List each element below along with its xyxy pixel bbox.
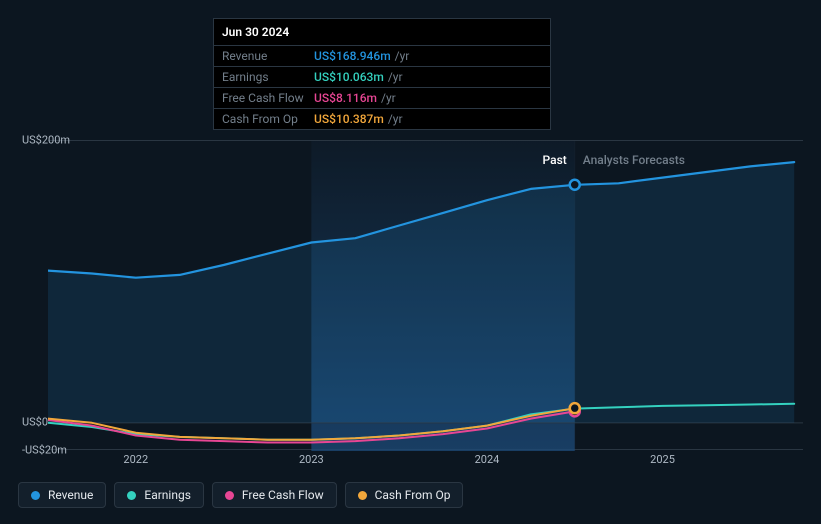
tooltip-label: Cash From Op [222,112,314,126]
legend-item-revenue[interactable]: Revenue [18,482,106,508]
x-tick-label: 2023 [299,453,324,466]
legend-item-earnings[interactable]: Earnings [114,482,204,508]
legend-dot-icon [31,491,40,500]
y-tick-label: US$0 [22,415,48,428]
tooltip-value: US$8.116m [314,91,377,105]
tooltip-value: US$10.387m [314,112,384,126]
x-axis: 2022 2023 2024 2025 [48,453,803,469]
tooltip-per: /yr [388,70,403,84]
legend: Revenue Earnings Free Cash Flow Cash Fro… [18,482,463,508]
tooltip-label: Revenue [222,49,314,63]
past-label: Past [543,153,567,167]
legend-label: Cash From Op [375,488,451,502]
legend-item-cfo[interactable]: Cash From Op [345,482,464,508]
tooltip-row-fcf: Free Cash Flow US$8.116m /yr [214,87,550,108]
legend-dot-icon [225,491,234,500]
plot-inner: Past Analysts Forecasts [48,140,803,450]
tooltip-date: Jun 30 2024 [214,19,550,45]
tooltip-row-cfo: Cash From Op US$10.387m /yr [214,108,550,129]
x-tick-label: 2025 [650,453,675,466]
legend-dot-icon [127,491,136,500]
tooltip-value: US$168.946m [314,49,391,63]
tooltip-per: /yr [395,49,410,63]
x-tick-label: 2022 [123,453,148,466]
y-tick-label: US$200m [22,134,70,147]
earnings-revenue-chart: Jun 30 2024 Revenue US$168.946m /yr Earn… [0,0,821,524]
forecast-label: Analysts Forecasts [583,153,685,167]
chart-tooltip: Jun 30 2024 Revenue US$168.946m /yr Earn… [213,18,551,130]
chart-svg [48,141,803,451]
legend-label: Revenue [48,488,93,502]
tooltip-row-earnings: Earnings US$10.063m /yr [214,66,550,87]
tooltip-per: /yr [388,112,403,126]
legend-dot-icon [358,491,367,500]
tooltip-row-revenue: Revenue US$168.946m /yr [214,45,550,66]
legend-label: Free Cash Flow [242,488,324,502]
x-tick-label: 2024 [475,453,500,466]
y-tick-label: -US$20m [22,444,67,457]
legend-item-fcf[interactable]: Free Cash Flow [212,482,337,508]
legend-label: Earnings [144,488,191,502]
tooltip-value: US$10.063m [314,70,384,84]
tooltip-label: Earnings [222,70,314,84]
plot-area[interactable]: US$200m US$0 -US$20m Past Analysts Forec… [18,140,803,450]
tooltip-label: Free Cash Flow [222,91,314,105]
tooltip-per: /yr [381,91,396,105]
